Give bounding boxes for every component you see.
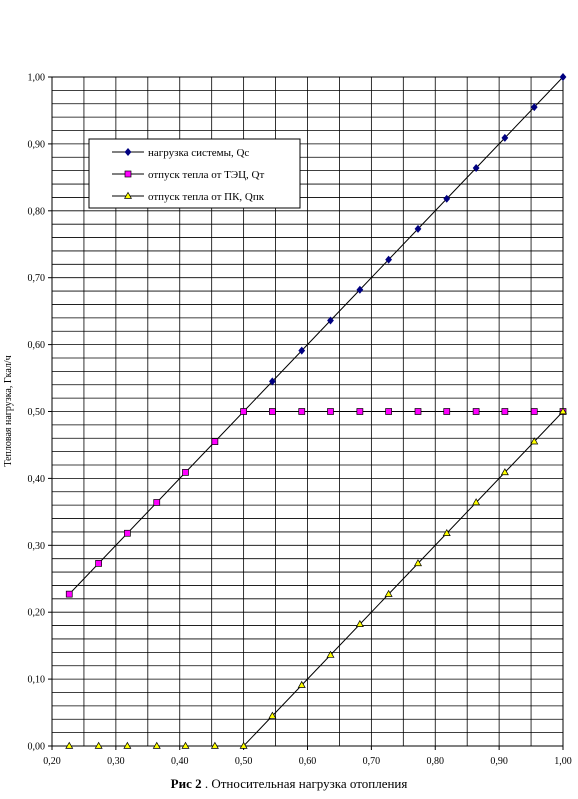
legend-label: отпуск тепла от ПК, Qпк: [148, 191, 265, 203]
data-point: [153, 499, 161, 506]
data-point: [239, 741, 248, 749]
data-point: [268, 711, 277, 719]
caption-text: . Относительная нагрузка отопления: [204, 776, 408, 791]
data-point: [123, 741, 132, 749]
series-3: [65, 407, 568, 749]
data-point: [210, 741, 219, 749]
series-line: [68, 411, 563, 595]
x-tick-label: 0,80: [427, 756, 445, 767]
y-tick-label: 0,90: [28, 139, 46, 150]
data-point: [268, 377, 276, 386]
legend-marker: [124, 148, 132, 156]
y-tick-label: 0,40: [28, 474, 46, 485]
data-point: [65, 741, 74, 749]
data-point: [211, 438, 219, 445]
data-point: [356, 408, 364, 415]
data-point: [414, 224, 422, 233]
data-point: [558, 407, 568, 415]
x-tick-label: 0,50: [235, 756, 253, 767]
chart: 0,00 0,10 0,20 0,30 0,40 0,50 0,60 0,70 0,80 0,90…: [3, 73, 572, 768]
data-point: [385, 408, 392, 415]
x-tick-label: 0,20: [43, 756, 61, 767]
data-point: [530, 103, 538, 112]
data-point: [327, 316, 334, 325]
data-point: [124, 529, 131, 537]
legend-item: отпуск тепла от ПК, Qпк: [112, 191, 265, 203]
y-axis-label: Тепловая нагрузка, Гкал/ч: [3, 355, 14, 466]
legend-item: отпуск тепла от ТЭЦ, Qт: [112, 169, 265, 181]
data-point: [152, 741, 161, 749]
y-tick-label: 0,50: [28, 407, 46, 418]
data-point: [442, 528, 451, 537]
y-tick-label: 0,20: [28, 608, 46, 619]
figure-caption: Рис 2 . Относительная нагрузка отопления: [0, 776, 578, 792]
data-point: [355, 619, 364, 627]
legend: нагрузка системы, Qс отпуск тепла от ТЭЦ,…: [88, 138, 301, 209]
series-line: [243, 76, 564, 412]
data-point: [384, 589, 393, 597]
x-tick-label: 1,00: [554, 756, 572, 767]
data-point: [530, 408, 538, 415]
data-point: [182, 469, 189, 476]
data-point: [385, 255, 393, 264]
x-tick-label: 0,90: [490, 756, 508, 767]
data-point: [269, 408, 276, 415]
data-point: [298, 408, 306, 415]
data-point: [443, 408, 451, 415]
data-point: [472, 498, 481, 506]
y-tick-label: 1,00: [28, 73, 46, 84]
data-point: [472, 164, 480, 172]
data-point: [414, 559, 423, 567]
legend-marker: [124, 170, 132, 178]
data-point: [414, 408, 422, 415]
caption-prefix: Рис 2: [170, 776, 202, 791]
x-tick-label: 0,60: [299, 756, 317, 767]
data-point: [559, 73, 567, 81]
data-point: [95, 560, 102, 567]
x-tick-label: 0,70: [363, 756, 381, 767]
data-point: [327, 408, 334, 415]
axes: 0,00 0,10 0,20 0,30 0,40 0,50 0,60 0,70 0,80 0,90…: [28, 73, 572, 768]
data-point: [501, 408, 509, 415]
y-tick-label: 0,00: [28, 742, 46, 753]
x-tick-label: 0,30: [107, 756, 125, 767]
legend-marker: [123, 191, 133, 199]
data-point: [297, 680, 306, 688]
y-tick-label: 0,80: [28, 206, 46, 217]
series-line: [69, 411, 564, 747]
data-point: [356, 285, 364, 294]
data-point: [298, 346, 306, 355]
data-point: [501, 133, 509, 142]
data-point: [530, 437, 539, 445]
series-layer: [65, 73, 568, 749]
legend-label: нагрузка системы, Qс: [148, 147, 249, 159]
y-tick-label: 0,30: [28, 541, 46, 552]
y-tick-label: 0,70: [28, 273, 46, 284]
legend-item: нагрузка системы, Qс: [112, 147, 249, 159]
data-point: [94, 741, 103, 749]
data-point: [472, 408, 480, 415]
data-point: [65, 590, 73, 598]
legend-label: отпуск тепла от ТЭЦ, Qт: [148, 169, 265, 181]
data-point: [326, 650, 335, 658]
y-tick-label: 0,10: [28, 675, 46, 686]
data-point: [181, 741, 190, 749]
series-1: [240, 73, 567, 416]
y-tick-label: 0,60: [28, 340, 46, 351]
x-tick-label: 0,40: [171, 756, 189, 767]
data-point: [443, 194, 451, 203]
data-point: [240, 408, 247, 415]
data-point: [500, 468, 509, 476]
